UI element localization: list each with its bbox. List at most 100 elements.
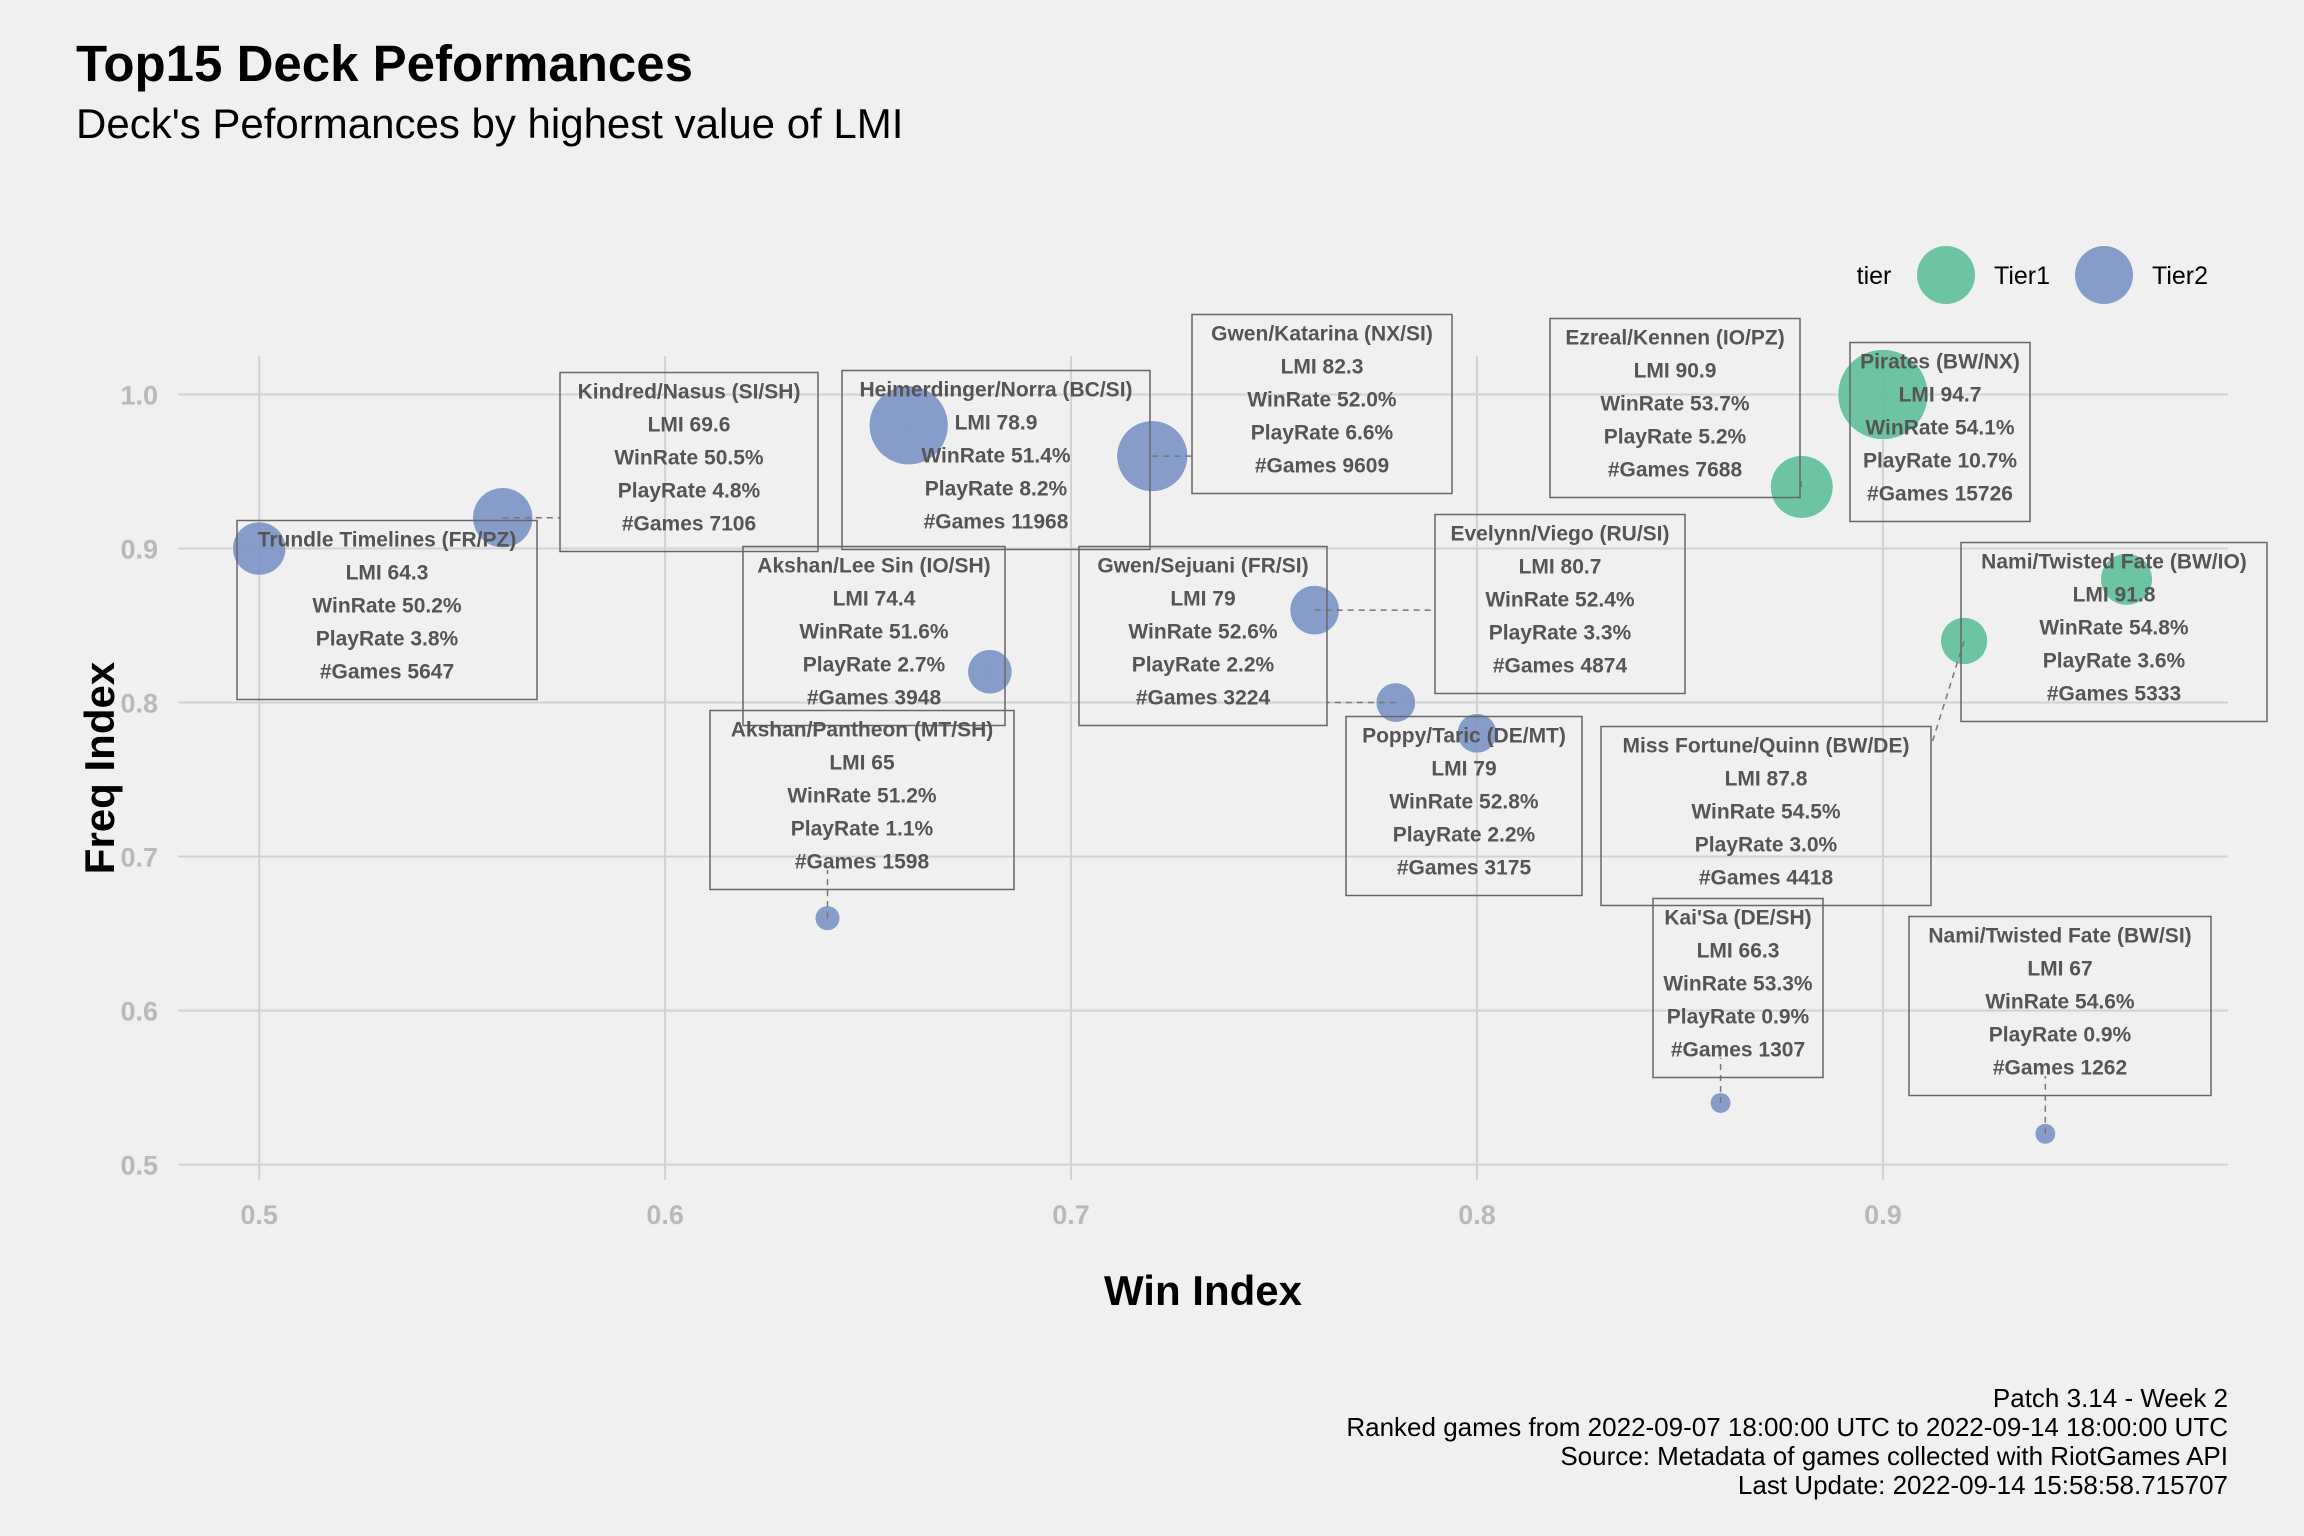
data-label: Akshan/Pantheon (MT/SH) — [731, 719, 994, 742]
data-label: #Games 15726 — [1867, 483, 2013, 506]
data-label: Kindred/Nasus (SI/SH) — [578, 381, 801, 404]
data-label: Gwen/Sejuani (FR/SI) — [1097, 555, 1308, 578]
data-label-box — [1908, 915, 2212, 1097]
data-label: PlayRate 2.2% — [1393, 824, 1536, 847]
data-label: #Games 5333 — [2047, 683, 2181, 706]
data-point — [1457, 713, 1497, 754]
data-label: LMI 94.7 — [1899, 384, 1982, 407]
y-tick-label: 0.7 — [120, 843, 158, 873]
data-label: Kai'Sa (DE/SH) — [1664, 907, 1811, 930]
axes: 0.5 0.6 0.7 0.8 0.9 0.5 0.6 0.7 0.8 0.9 1.0 Win Ind… — [76, 381, 1902, 1314]
data-label: LMI 91.8 — [2073, 584, 2156, 607]
data-label-box — [1191, 313, 1453, 495]
data-label-box — [1849, 341, 2031, 523]
data-label: #Games 3224 — [1136, 687, 1271, 710]
data-label: Evelynn/Viego (RU/SI) — [1451, 523, 1670, 546]
y-axis-title: Freq Index — [76, 661, 123, 874]
data-label-box — [1600, 725, 1932, 907]
legend-title: tier — [1857, 262, 1892, 290]
data-label: PlayRate 6.6% — [1251, 422, 1394, 445]
grid — [178, 356, 2228, 1180]
data-labels: Pirates (BW/NX) LMI 94.7 WinRate 54.1% Play… — [236, 313, 2268, 1134]
data-label: Poppy/Taric (DE/MT) — [1362, 725, 1566, 748]
data-label: LMI 80.7 — [1519, 556, 1602, 579]
data-label: WinRate 52.4% — [1485, 589, 1635, 612]
data-label: PlayRate 3.6% — [2043, 650, 2186, 673]
data-label-box — [1078, 545, 1328, 727]
data-point — [2100, 553, 2153, 606]
x-tick-label: 0.6 — [646, 1200, 684, 1230]
data-label: PlayRate 8.2% — [925, 478, 1068, 501]
data-label-box — [1345, 715, 1583, 897]
data-point — [1837, 349, 1929, 440]
data-label-box — [559, 371, 819, 553]
data-label: WinRate 54.6% — [1985, 991, 2135, 1014]
data-label: PlayRate 10.7% — [1863, 450, 2017, 473]
data-label: #Games 3175 — [1397, 857, 1532, 880]
data-label: WinRate 53.7% — [1600, 393, 1750, 416]
data-label: LMI 82.3 — [1281, 356, 1364, 379]
data-label: WinRate 52.8% — [1389, 791, 1539, 814]
data-label: #Games 3948 — [807, 687, 942, 710]
data-label: #Games 1598 — [795, 851, 930, 874]
data-label: LMI 87.8 — [1725, 768, 1808, 791]
data-label: PlayRate 4.8% — [618, 480, 761, 503]
data-point — [232, 521, 287, 576]
data-label: LMI 79 — [1170, 588, 1235, 611]
data-label-box — [1549, 317, 1801, 499]
data-points — [232, 349, 2153, 1145]
data-label: LMI 78.9 — [955, 412, 1038, 435]
data-label: LMI 69.6 — [648, 414, 731, 437]
data-label: Akshan/Lee Sin (IO/SH) — [757, 555, 990, 578]
data-label: LMI 74.4 — [833, 588, 916, 611]
legend: tier Tier1 Tier2 — [1857, 246, 2208, 304]
data-label-box — [1960, 541, 2268, 723]
data-label: #Games 4418 — [1699, 867, 1834, 890]
data-label-box — [1652, 897, 1824, 1079]
data-label: WinRate 51.4% — [921, 445, 1071, 468]
legend-swatch — [1917, 246, 1975, 304]
data-label: WinRate 54.8% — [2039, 617, 2189, 640]
chart-subtitle: Deck's Peformances by highest value of L… — [76, 100, 904, 147]
data-label: #Games 7106 — [622, 513, 756, 536]
data-label: PlayRate 0.9% — [1989, 1024, 2132, 1047]
caption-line: Ranked games from 2022-09-07 18:00:00 UT… — [1346, 1412, 2228, 1442]
legend-label: Tier2 — [2152, 262, 2208, 290]
data-label-box — [841, 369, 1151, 551]
data-label: Gwen/Katarina (NX/SI) — [1211, 323, 1433, 346]
caption: Patch 3.14 - Week 2 Ranked games from 20… — [1346, 1384, 2228, 1500]
data-point — [1770, 455, 1834, 519]
data-label: PlayRate 0.9% — [1667, 1006, 1810, 1029]
data-label: Nami/Twisted Fate (BW/SI) — [1928, 925, 2191, 948]
y-tick-label: 1.0 — [120, 381, 158, 411]
x-tick-label: 0.7 — [1052, 1200, 1090, 1230]
data-label: WinRate 51.2% — [787, 785, 937, 808]
data-label: LMI 66.3 — [1697, 940, 1780, 963]
data-label: Pirates (BW/NX) — [1860, 351, 2020, 374]
data-label: WinRate 54.1% — [1865, 417, 2015, 440]
x-tick-label: 0.9 — [1864, 1200, 1902, 1230]
data-label-box — [236, 519, 538, 701]
data-label: #Games 7688 — [1608, 459, 1743, 482]
data-point — [1289, 585, 1340, 636]
data-label-box — [1434, 513, 1686, 695]
data-point — [967, 649, 1013, 695]
data-label: LMI 67 — [2027, 958, 2092, 981]
data-label: PlayRate 5.2% — [1604, 426, 1747, 449]
data-label: Miss Fortune/Quinn (BW/DE) — [1623, 735, 1910, 758]
data-label: #Games 1307 — [1671, 1039, 1805, 1062]
data-label: WinRate 53.3% — [1663, 973, 1813, 996]
caption-line: Source: Metadata of games collected with… — [1560, 1441, 2228, 1471]
y-tick-label: 0.8 — [120, 689, 158, 719]
data-label: Nami/Twisted Fate (BW/IO) — [1981, 551, 2247, 574]
data-label: PlayRate 1.1% — [791, 818, 934, 841]
x-tick-label: 0.8 — [1458, 1200, 1496, 1230]
x-axis-title: Win Index — [1104, 1267, 1303, 1314]
y-tick-label: 0.5 — [120, 1151, 158, 1181]
caption-line: Last Update: 2022-09-14 15:58:58.715707 — [1737, 1470, 2228, 1500]
data-label: WinRate 50.2% — [312, 595, 462, 618]
data-label-box — [709, 709, 1015, 891]
data-label: LMI 65 — [829, 752, 895, 775]
data-label: WinRate 52.6% — [1128, 621, 1278, 644]
